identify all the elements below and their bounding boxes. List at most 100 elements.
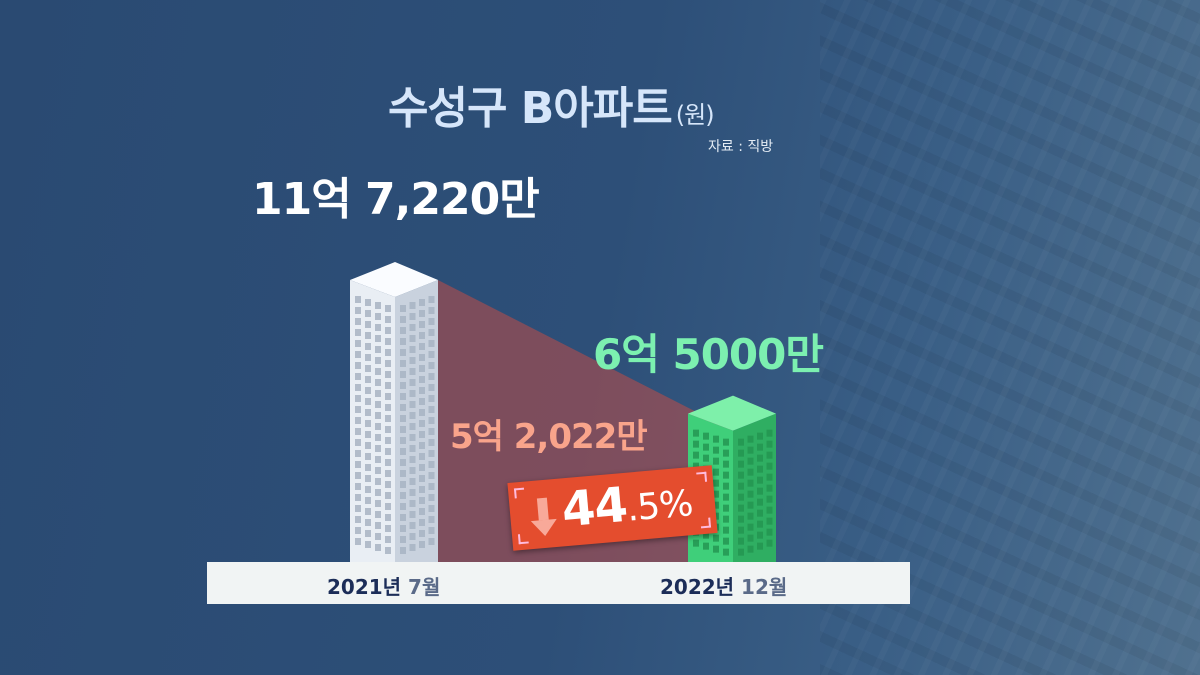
building-window	[409, 445, 416, 452]
building-window	[766, 451, 773, 459]
building-window	[428, 340, 435, 347]
building-window	[723, 493, 729, 501]
building-window	[419, 486, 425, 493]
building-window	[766, 473, 773, 481]
building-window	[409, 544, 416, 551]
building-window	[375, 511, 381, 518]
value-label-2022: 6억 5000만	[593, 330, 824, 379]
building-window	[693, 539, 699, 547]
building-window	[738, 471, 744, 479]
building-window	[409, 302, 416, 309]
building-window	[355, 329, 361, 336]
building-window	[355, 439, 361, 446]
building-window	[428, 483, 435, 490]
building-window	[738, 449, 744, 457]
building-window	[766, 528, 773, 536]
building-window	[365, 541, 371, 548]
building-window	[375, 445, 381, 452]
cat-year: 2022년	[660, 575, 735, 599]
building-window	[713, 501, 719, 509]
building-window	[365, 398, 371, 405]
building-window	[428, 450, 435, 457]
building-window	[375, 489, 381, 496]
category-label-2021: 2021년 7월	[327, 571, 440, 600]
building-window	[738, 493, 744, 501]
building-window	[365, 354, 371, 361]
building-window	[400, 459, 406, 466]
building-window	[355, 516, 361, 523]
building-window	[365, 486, 371, 493]
corner-mark	[700, 517, 712, 529]
building-window	[400, 536, 406, 543]
building-window	[400, 393, 406, 400]
building-window	[355, 373, 361, 380]
building-window	[400, 316, 406, 323]
building-top-1	[688, 395, 776, 431]
building-window	[713, 468, 719, 476]
building-window	[355, 318, 361, 325]
building-window	[385, 547, 391, 554]
building-window	[409, 522, 416, 529]
building-window	[428, 296, 435, 303]
building-window	[713, 479, 719, 487]
building-window	[385, 470, 391, 477]
building-window	[385, 481, 391, 488]
building-window	[419, 541, 425, 548]
building-window	[723, 537, 729, 545]
building-window	[766, 484, 773, 492]
building-window	[419, 453, 425, 460]
building-window	[375, 401, 381, 408]
building-window	[375, 302, 381, 309]
building-window	[385, 415, 391, 422]
building-window	[375, 357, 381, 364]
building-window	[703, 531, 709, 539]
building-window	[385, 437, 391, 444]
cat-month: 12월	[741, 575, 788, 599]
building-window	[385, 503, 391, 510]
source-label: 자료 : 직방	[708, 139, 774, 155]
building-window	[385, 305, 391, 312]
building-window	[713, 446, 719, 454]
building-window	[723, 438, 729, 446]
building-window	[375, 467, 381, 474]
building-window	[409, 368, 416, 375]
building-window	[713, 457, 719, 465]
building-window	[419, 475, 425, 482]
building-window	[747, 468, 754, 476]
building-window	[355, 406, 361, 413]
building-window	[428, 417, 435, 424]
unit-label: (원)	[675, 101, 715, 129]
building-window	[428, 494, 435, 501]
building-window	[385, 536, 391, 543]
building-window	[409, 379, 416, 386]
difference-label: 5억 2,022만	[450, 417, 648, 457]
change-big: 44	[559, 476, 630, 539]
building-window	[400, 382, 406, 389]
building-window	[355, 472, 361, 479]
building-window	[409, 478, 416, 485]
building-window	[428, 351, 435, 358]
building-window	[419, 376, 425, 383]
building-window	[419, 442, 425, 449]
building-window	[385, 382, 391, 389]
building-window	[385, 338, 391, 345]
building-window	[355, 527, 361, 534]
building-window	[385, 393, 391, 400]
building-window	[419, 343, 425, 350]
building-window	[428, 362, 435, 369]
building-window	[375, 346, 381, 353]
change-percent: 44.5%	[559, 473, 694, 539]
building-window	[419, 508, 425, 515]
building-window	[355, 505, 361, 512]
building-window	[723, 460, 729, 468]
building-window	[419, 409, 425, 416]
building-window	[375, 533, 381, 540]
title-text: 수성구 B아파트	[388, 83, 673, 134]
building-window	[419, 321, 425, 328]
building-window	[365, 519, 371, 526]
building-window	[766, 429, 773, 437]
building-window	[419, 365, 425, 372]
building-window	[355, 417, 361, 424]
building-window	[713, 435, 719, 443]
building-window	[385, 371, 391, 378]
